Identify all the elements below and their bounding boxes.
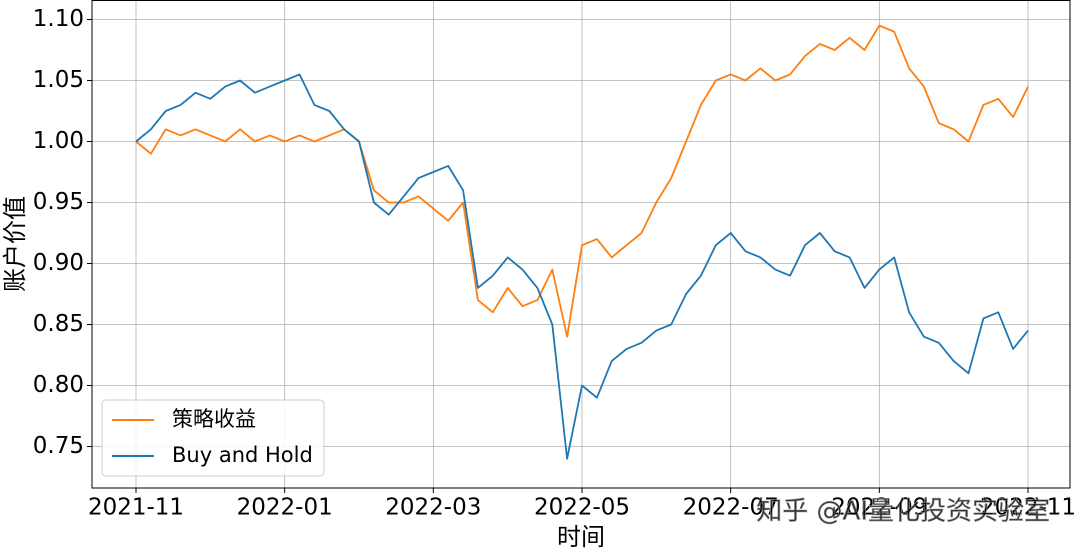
y-tick-label: 0.85: [33, 311, 84, 337]
legend-label: 策略收益: [172, 407, 256, 431]
x-tick-label: 2022-01: [237, 495, 333, 521]
y-axis-label: 账户价值: [1, 196, 29, 292]
y-tick-label: 0.75: [33, 433, 84, 459]
legend-label: Buy and Hold: [172, 443, 313, 467]
x-tick-label: 2022-03: [385, 495, 481, 521]
y-tick-label: 0.90: [33, 250, 84, 276]
x-tick-label: 2022-07: [683, 495, 779, 521]
series-line: [135, 24, 1029, 338]
plot-frame: [91, 0, 1071, 489]
x-tick-label: 2022-09: [831, 495, 927, 521]
y-tick-label: 1.10: [33, 6, 84, 32]
watermark: 知乎 @AI量化投资实验室: [756, 497, 1050, 527]
y-tick-label: 1.05: [33, 67, 84, 93]
series-line: [135, 73, 1029, 460]
legend-box: [101, 399, 325, 477]
x-tick-label: 2022-05: [534, 495, 630, 521]
y-tick-label: 0.80: [33, 372, 84, 398]
y-tick-label: 0.95: [33, 189, 84, 215]
legend: 策略收益 Buy and Hold: [101, 399, 325, 477]
x-axis-label: 时间: [557, 523, 605, 551]
y-tick-label: 1.00: [33, 128, 84, 154]
x-tick-label: 2022-11: [980, 495, 1076, 521]
x-tick-label: 2021-11: [88, 495, 184, 521]
